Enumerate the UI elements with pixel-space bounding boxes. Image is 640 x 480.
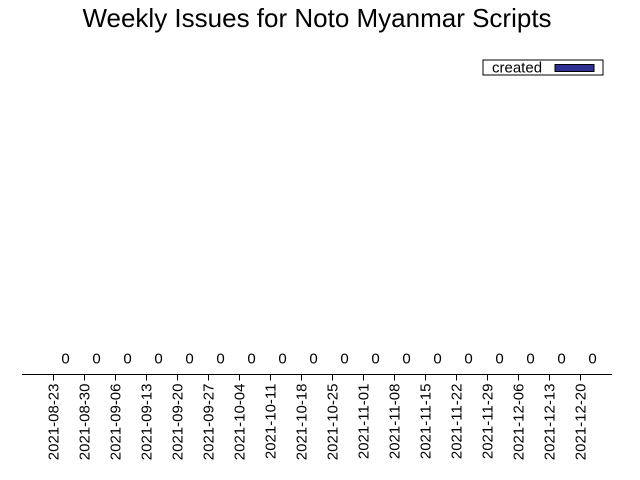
value-label-2021-11-22: 0 [464,351,472,368]
chart-title: Weekly Issues for Noto Myanmar Scripts [82,3,551,33]
x-tick-label-2021-11-29: 2021-11-29 [480,384,497,460]
x-tick-label-2021-09-06: 2021-09-06 [108,384,125,461]
value-label-2021-09-06: 0 [123,351,131,368]
x-tick-label-2021-11-01: 2021-11-01 [356,384,373,460]
value-label-2021-11-15: 0 [433,351,441,368]
value-label-2021-12-13: 0 [557,351,565,368]
x-tick-label-2021-09-27: 2021-09-27 [201,384,218,461]
value-label-2021-09-13: 0 [154,351,162,368]
x-tick-labels: 2021-08-23 2021-08-30 2021-09-06 2021-09-13… [46,384,590,461]
x-tick-label-2021-10-18: 2021-10-18 [294,384,311,461]
value-label-2021-11-29: 0 [495,351,503,368]
value-label-2021-10-18: 0 [309,351,317,368]
x-tick-label-2021-10-04: 2021-10-04 [232,384,249,461]
x-tick-label-2021-08-30: 2021-08-30 [77,384,94,461]
value-label-2021-12-06: 0 [526,351,534,368]
value-label-2021-09-27: 0 [216,351,224,368]
value-label-2021-10-04: 0 [247,351,255,368]
value-labels: 0 0 0 0 0 0 0 0 0 0 0 0 0 0 0 0 0 0 [61,351,596,368]
legend: created [482,59,604,77]
x-tick-label-2021-11-08: 2021-11-08 [387,384,404,460]
legend-label-created: created [492,60,542,77]
value-label-2021-09-20: 0 [185,351,193,368]
x-tick-label-2021-09-20: 2021-09-20 [170,384,187,461]
value-label-2021-10-25: 0 [340,351,348,368]
value-label-2021-12-20: 0 [588,351,596,368]
x-tick-label-2021-11-15: 2021-11-15 [418,384,435,460]
value-label-2021-11-01: 0 [371,351,379,368]
x-tick-label-2021-12-13: 2021-12-13 [542,384,559,461]
x-ticks [53,374,581,381]
value-label-2021-10-11: 0 [278,351,286,368]
value-label-2021-08-30: 0 [92,351,100,368]
x-tick-label-2021-09-13: 2021-09-13 [139,384,156,461]
x-tick-label-2021-12-20: 2021-12-20 [573,384,590,461]
x-tick-label-2021-11-22: 2021-11-22 [449,384,466,460]
value-label-2021-11-08: 0 [402,351,410,368]
x-tick-label-2021-08-23: 2021-08-23 [46,384,63,461]
x-tick-label-2021-10-25: 2021-10-25 [325,384,342,461]
x-tick-label-2021-12-06: 2021-12-06 [511,384,528,461]
legend-swatch-created [554,64,595,72]
x-tick-label-2021-10-11: 2021-10-11 [263,384,280,460]
value-label-2021-08-23: 0 [61,351,69,368]
